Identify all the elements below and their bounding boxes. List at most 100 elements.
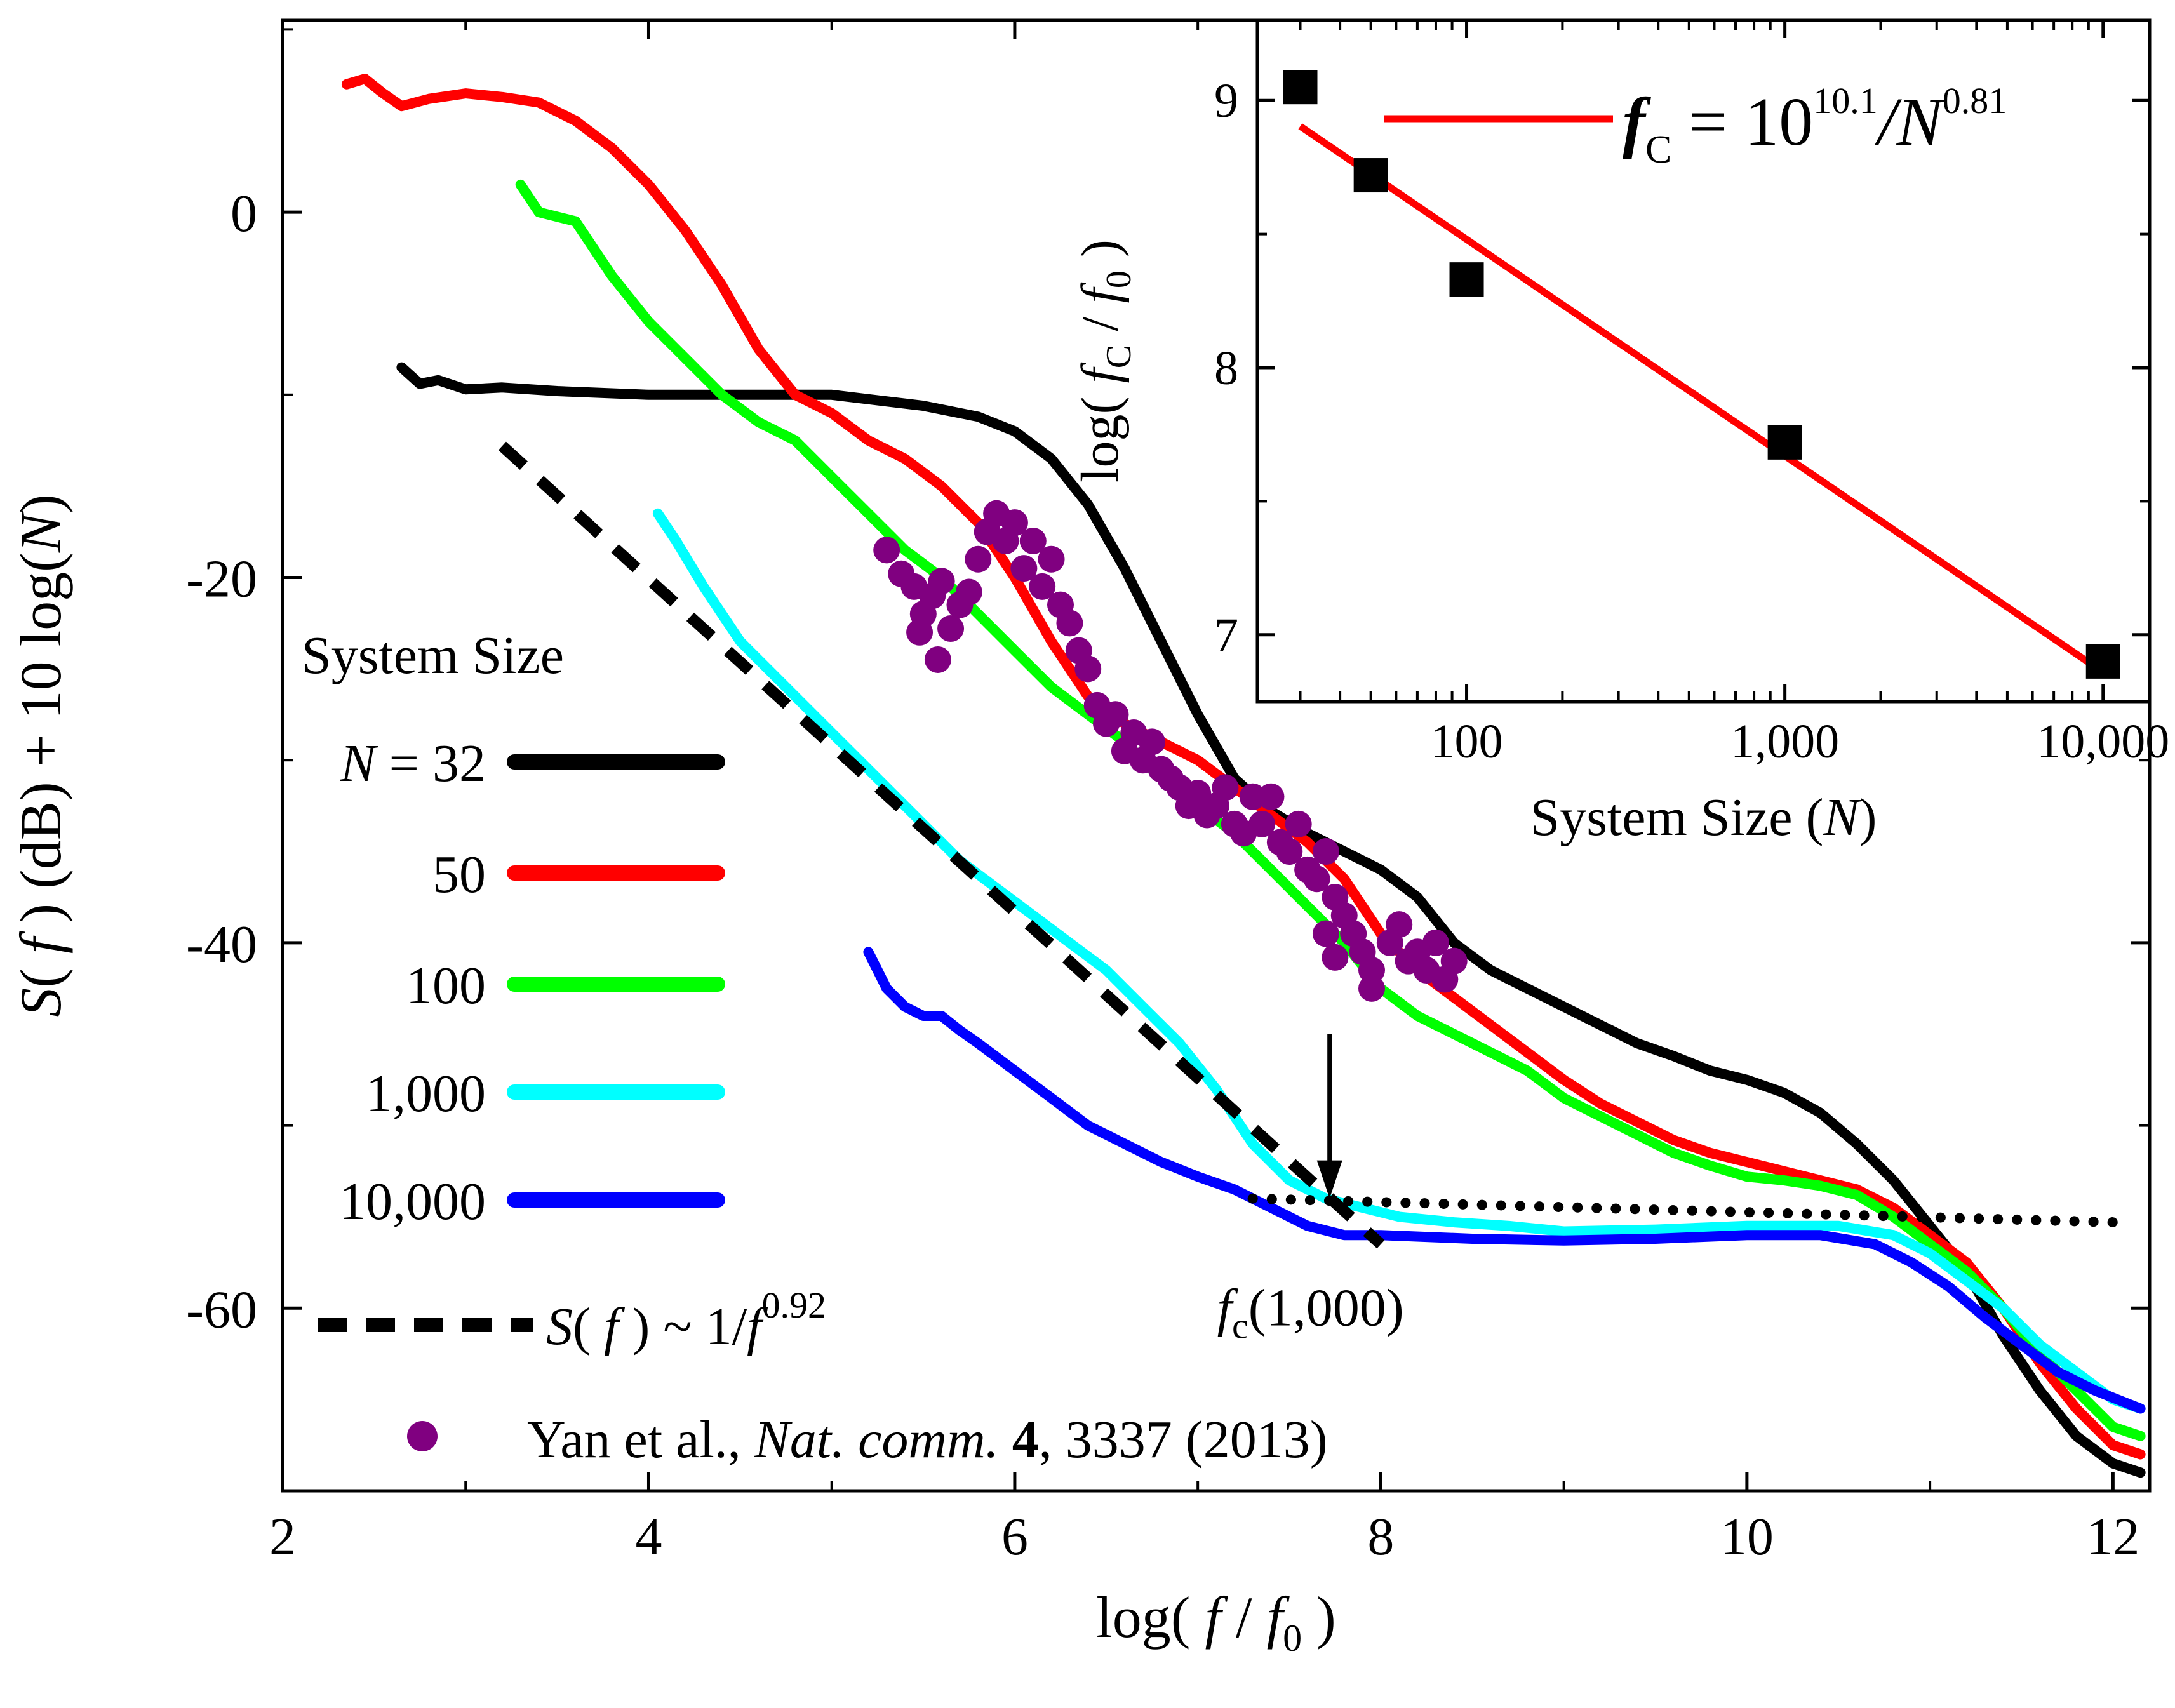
inset-x-tick-label: 10,000 (2037, 715, 2169, 768)
inset-plot-frame (1255, 18, 2152, 704)
power-law-part: ) ~ 1/ (619, 1297, 747, 1356)
inset-y-tick-label: 9 (1214, 74, 1238, 128)
inset-x-tick-label: 100 (1431, 715, 1503, 768)
y-label-part: N (8, 510, 73, 553)
fit-label-part: 0.81 (1943, 80, 2007, 121)
experiment-data-point (1440, 947, 1468, 975)
cutoff-label: fc(1,000) (1217, 1279, 1404, 1347)
experiment-data-point (1010, 555, 1038, 582)
main-annotations: fc(1,000) (498, 441, 2118, 1347)
experiment-data-point (1074, 655, 1102, 683)
legend-label-n-50: 50 (432, 845, 486, 904)
experiment-data-point (1139, 728, 1166, 756)
cutoff-label-sub: c (1232, 1305, 1248, 1347)
experiment-data-point (1102, 701, 1129, 728)
fit-label-part: = 10 (1671, 84, 1813, 160)
experiment-data-point (1312, 838, 1339, 865)
x-label-part: log( (1096, 1585, 1205, 1650)
x-tick-label: 12 (2086, 1507, 2139, 1566)
y-tick-label: -40 (186, 915, 257, 974)
y-tick-label: 0 (231, 184, 257, 243)
x-tick-label: 2 (269, 1507, 296, 1566)
inset-x-axis-label: System Size (N) (1530, 788, 1877, 847)
experiment-data-point (955, 578, 982, 606)
inset-xlabel-part: N (1823, 788, 1861, 847)
inset-x-tick-label: 1,000 (1730, 715, 1839, 768)
inset-ylabel-part: 0 (1099, 270, 1139, 288)
power-law-part: ( (573, 1297, 604, 1356)
experiment-data-point (1312, 920, 1339, 947)
x-tick-label: 10 (1720, 1507, 1774, 1566)
experiment-data-point (1422, 929, 1449, 956)
y-tick-label: -20 (186, 549, 257, 608)
experiment-label-part: , 3337 (2013) (1039, 1410, 1328, 1469)
main-plot-frame (281, 18, 2152, 1493)
power-law-dashed-line (498, 441, 1385, 1249)
experiment-data-point (1285, 810, 1312, 837)
inset-y-tick-label: 8 (1214, 342, 1238, 395)
legend-n-value: = 32 (376, 734, 486, 793)
inset-data-point (1283, 70, 1318, 105)
experiment-data-point (965, 545, 992, 573)
legend-label-n-100: 100 (406, 956, 486, 1015)
experiment-data-point (1212, 774, 1239, 801)
y-label-part: S (8, 988, 73, 1017)
experiment-data-point (1056, 610, 1083, 637)
legend-label-n-1000: 1,000 (366, 1064, 486, 1123)
inset-xlabel-part: System Size ( (1530, 788, 1824, 847)
x-tick-label: 8 (1367, 1507, 1394, 1566)
inset-y-axis-label: log( fC / f0 ) (1071, 239, 1139, 483)
experiment-data-point (1029, 573, 1056, 600)
experiment-data-point (1248, 810, 1276, 837)
cutoff-label-tail: (1,000) (1248, 1279, 1404, 1338)
inset-background (1257, 20, 2150, 702)
experiment-data-point (1001, 509, 1028, 537)
experiment-data-point (873, 537, 900, 564)
experiment-data-point (937, 615, 965, 643)
series-line-n-10000 (863, 947, 2146, 1414)
inset-data-point (1449, 262, 1484, 297)
legend-title: System Size (302, 626, 564, 685)
y-tick-label: -60 (186, 1280, 257, 1339)
power-law-part: S (546, 1297, 573, 1356)
inset-fit-line (1298, 123, 2105, 676)
experiment-data-point (1257, 783, 1285, 810)
main-series-group (341, 74, 2146, 1478)
experiment-data-point (1303, 865, 1330, 893)
inset-ylabel-part: log( (1071, 384, 1130, 483)
series-line-n-1000 (652, 508, 2146, 1414)
fit-label-part: C (1645, 128, 1671, 171)
legend-n-var: N (340, 734, 378, 793)
inset-xlabel-part: ) (1859, 788, 1877, 847)
experiment-data-point (924, 646, 951, 673)
inset-ylabel-part: / (1071, 303, 1130, 344)
inset-data-point (2085, 644, 2120, 679)
x-label-part: ) (1302, 1585, 1336, 1650)
experiment-label-part: 4 (1012, 1410, 1039, 1469)
legend-label-experiment: Yan et al., Nat. comm. 4, 3337 (2013) (527, 1410, 1328, 1469)
experiment-data-point (906, 618, 934, 646)
x-tick-label: 4 (635, 1507, 662, 1566)
series-line-n-32 (396, 362, 2146, 1478)
y-label-part: ) (dB) + 10 log( (8, 552, 73, 937)
experiment-data-point (1038, 545, 1065, 573)
inset-ylabel-part: ) (1071, 239, 1130, 270)
main-legend: System Size N = 32 50 100 1,000 10,000 S( f ) … (302, 626, 1328, 1469)
experiment-data-point (1386, 911, 1413, 938)
experiment-data-point (1276, 838, 1303, 865)
y-label-part: ( (8, 954, 73, 988)
experiment-data-point (1239, 783, 1266, 810)
x-label-part: 0 (1283, 1617, 1302, 1659)
experiment-data-point (1019, 527, 1047, 554)
series-line-n-50 (341, 74, 2146, 1460)
x-tick-label: 6 (1001, 1507, 1028, 1566)
experiment-data-point (1322, 944, 1349, 971)
inset-data-point (1353, 158, 1388, 193)
x-axis-label: log( f / f0 ) (1096, 1585, 1336, 1659)
legend-label-n-32: N = 32 (340, 734, 486, 793)
inset-legend-label: fC = 1010.1/N0.81 (1623, 80, 2007, 171)
